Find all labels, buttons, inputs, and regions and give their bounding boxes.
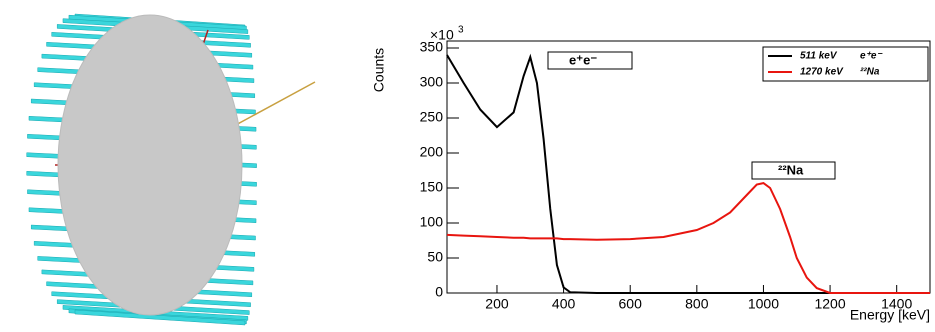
page: {"chart_data": {"type": "line", "y_label… — [0, 0, 935, 332]
y-tick-label: 250 — [420, 109, 444, 125]
annotation: e⁺e⁻ — [569, 52, 597, 67]
y-tick-label: 100 — [420, 214, 444, 230]
y-tick-label: 0 — [435, 284, 443, 300]
y-multiplier-exponent: 3 — [458, 25, 464, 36]
y-tick-label: 350 — [420, 39, 444, 55]
legend-label: 1270 keV — [800, 67, 844, 78]
series-line — [447, 55, 930, 293]
annotation: ²²Na — [778, 162, 804, 177]
x-tick-label: 200 — [485, 296, 509, 312]
y-tick-label: 150 — [420, 179, 444, 195]
y-tick-label: 50 — [427, 249, 443, 265]
series-line — [447, 183, 930, 293]
y-tick-label: 300 — [420, 74, 444, 90]
y-tick-label: 200 — [420, 144, 444, 160]
x-tick-label: 400 — [552, 296, 576, 312]
figure: Counts Energy [keV] ×10 3 511 keVe⁺e⁻127… — [0, 0, 935, 332]
x-tick-label: 1400 — [881, 296, 912, 312]
x-tick-label: 800 — [685, 296, 709, 312]
x-tick-label: 1000 — [748, 296, 779, 312]
x-tick-label: 600 — [619, 296, 643, 312]
detector-body — [58, 15, 242, 315]
legend-label: 511 keV — [800, 51, 838, 62]
legend-particle: ²²Na — [860, 67, 880, 78]
y-axis-label: Counts — [371, 48, 387, 92]
x-tick-label: 1200 — [814, 296, 845, 312]
legend-box — [763, 47, 928, 81]
legend-particle: e⁺e⁻ — [860, 51, 883, 62]
legend: 511 keV e⁺e⁻ 1270 keV ²²Na — [763, 47, 928, 81]
